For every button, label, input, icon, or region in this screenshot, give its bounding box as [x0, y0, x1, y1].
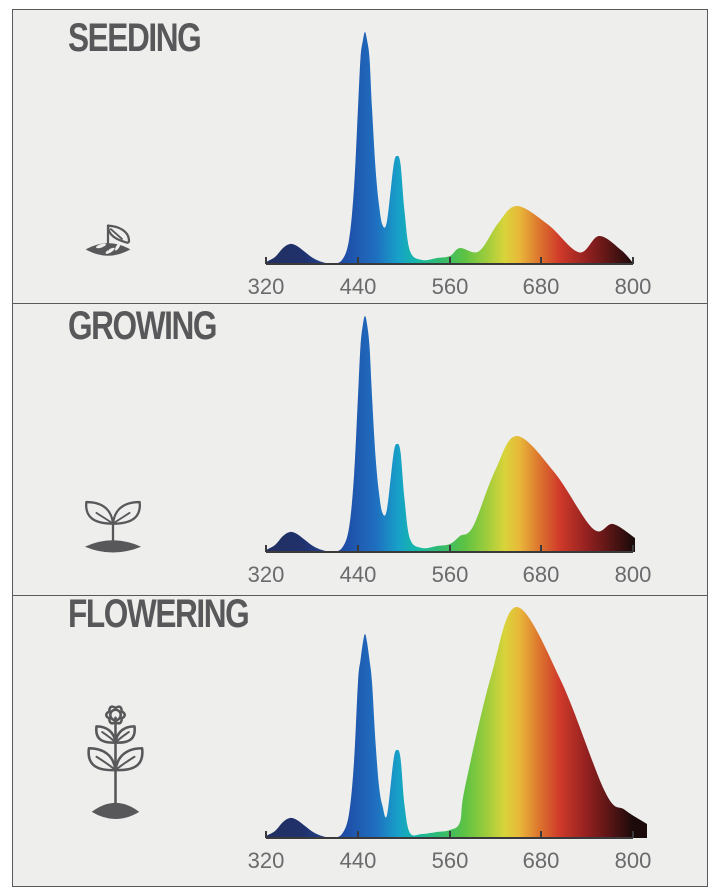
svg-text:800: 800	[615, 562, 652, 587]
svg-text:560: 560	[432, 274, 469, 299]
svg-text:560: 560	[432, 562, 469, 587]
svg-text:320: 320	[248, 848, 285, 873]
svg-text:320: 320	[248, 562, 285, 587]
svg-text:320: 320	[248, 274, 285, 299]
svg-text:800: 800	[615, 848, 652, 873]
svg-text:680: 680	[523, 274, 560, 299]
svg-text:800: 800	[615, 274, 652, 299]
svg-text:560: 560	[432, 848, 469, 873]
svg-text:440: 440	[340, 562, 377, 587]
svg-text:440: 440	[340, 848, 377, 873]
svg-text:440: 440	[340, 274, 377, 299]
svg-text:680: 680	[523, 562, 560, 587]
svg-text:680: 680	[523, 848, 560, 873]
